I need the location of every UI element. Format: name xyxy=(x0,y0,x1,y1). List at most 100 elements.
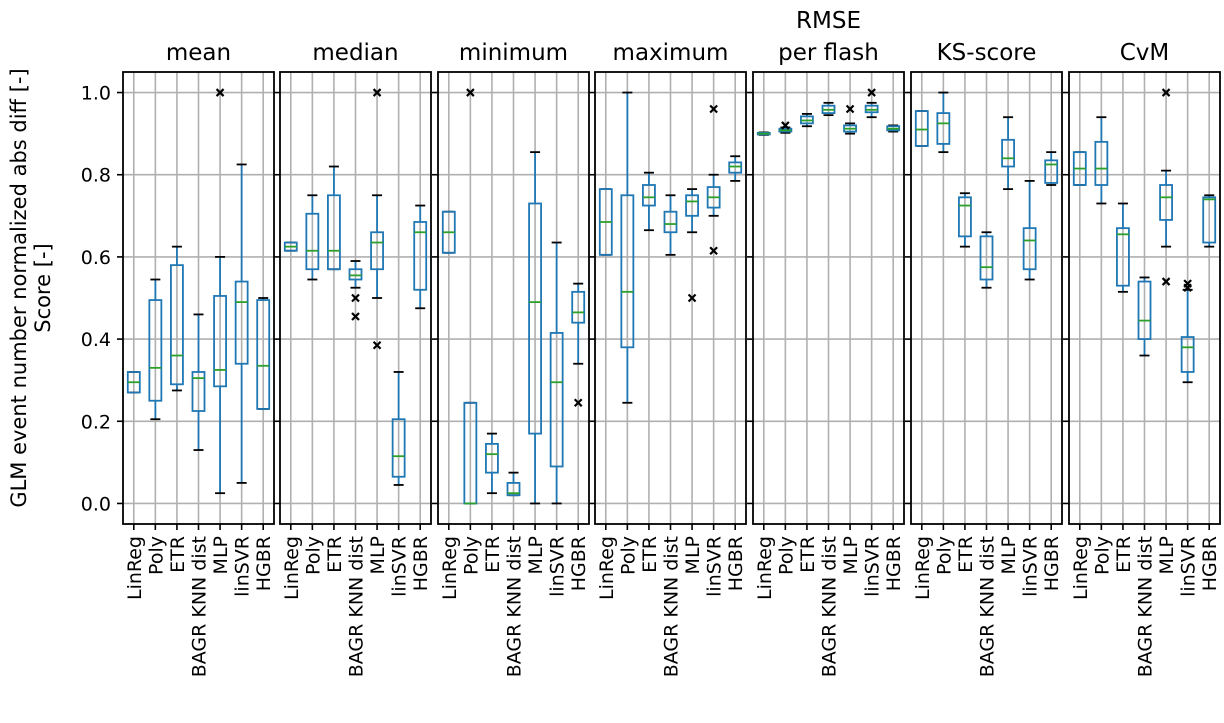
x-tick-label: MLP xyxy=(682,536,704,574)
box-linreg xyxy=(1072,151,1087,186)
x-tick-label: ETR xyxy=(167,536,189,573)
flier-point xyxy=(351,312,360,321)
y-tick-label: 0.8 xyxy=(81,165,111,187)
x-tick-label: HGBR xyxy=(568,536,590,591)
box-iqr xyxy=(979,235,994,281)
box-poly xyxy=(620,91,635,404)
box-etr xyxy=(1116,202,1130,293)
x-tick-label: HGBR xyxy=(883,536,905,591)
x-tick-label: BAGR KNN dist xyxy=(819,536,841,677)
box-iqr xyxy=(728,161,743,174)
box-hgbr xyxy=(256,297,271,410)
box-iqr xyxy=(571,290,586,324)
box-iqr xyxy=(1159,184,1173,221)
x-tick-label: linSVR xyxy=(232,536,254,597)
x-tick-label: MLP xyxy=(840,536,862,574)
x-tick-label: Poly xyxy=(617,536,639,575)
box-iqr xyxy=(642,184,656,207)
panel-title: minimum xyxy=(459,40,568,66)
panel-minimum: LinReg Poly ETR BAGR KNN dist MLP linSVR HGBR m… xyxy=(432,40,590,677)
box-iqr xyxy=(370,231,384,271)
x-tick-label: LinReg xyxy=(596,536,618,600)
box-iqr xyxy=(213,295,227,388)
flier-point xyxy=(372,340,382,350)
box-poly xyxy=(148,278,163,421)
panel-title: maximum xyxy=(613,40,729,66)
box-etr xyxy=(170,245,184,392)
box-iqr xyxy=(413,221,428,291)
x-tick-label: HGBR xyxy=(725,536,747,591)
y-tick-label: 0.0 xyxy=(81,493,111,515)
x-tick-label: linSVR xyxy=(862,536,884,597)
box-bagr-knn-dist xyxy=(663,194,678,256)
x-tick-label: HGBR xyxy=(410,536,432,591)
box-iqr xyxy=(528,202,542,435)
box-iqr xyxy=(1094,140,1109,186)
x-tick-label: MLP xyxy=(210,536,232,574)
y-axis-label-secondary: Score [-] xyxy=(31,243,55,332)
flier-point xyxy=(781,121,790,130)
panel-title: mean xyxy=(166,40,231,66)
x-tick-label: MLP xyxy=(998,536,1020,574)
y-tick-label: 1.0 xyxy=(81,83,111,105)
box-iqr xyxy=(348,268,363,281)
box-bagr-knn-dist xyxy=(821,101,836,117)
x-tick-label: LinReg xyxy=(124,536,146,600)
panel-maximum: LinReg Poly ETR BAGR KNN dist MLP linSVR HGBR m… xyxy=(589,40,747,677)
flier-point xyxy=(215,88,225,97)
box-linsvr xyxy=(391,371,406,486)
box-iqr xyxy=(1044,159,1059,184)
x-tick-label: BAGR KNN dist xyxy=(189,536,211,677)
box-poly xyxy=(778,121,793,134)
box-mlp xyxy=(213,88,227,495)
flier-point xyxy=(1161,88,1171,97)
x-tick-label: MLP xyxy=(1156,536,1178,574)
box-linsvr xyxy=(706,104,721,256)
box-linreg xyxy=(914,110,929,147)
box-iqr xyxy=(391,418,406,478)
box-iqr xyxy=(1180,336,1195,373)
box-iqr xyxy=(234,280,249,365)
x-tick-label: ETR xyxy=(482,536,504,573)
box-bagr-knn-dist xyxy=(979,231,994,289)
box-mlp xyxy=(370,88,384,350)
flier-point xyxy=(709,104,718,114)
box-iqr xyxy=(685,194,699,217)
box-poly xyxy=(305,194,320,281)
box-iqr xyxy=(506,482,521,497)
x-tick-label: LinReg xyxy=(1070,536,1092,600)
box-mlp xyxy=(1001,116,1015,191)
x-tick-label: BAGR KNN dist xyxy=(661,536,683,677)
box-poly xyxy=(1094,116,1109,205)
panel-mean: 0.0 0.2 0.4 0.6 0.8 1.0 LinReg Poly ETR BAGR KNN … xyxy=(81,40,275,677)
box-linreg xyxy=(756,131,771,136)
y-tick-label: 0.4 xyxy=(81,329,111,351)
box-iqr xyxy=(549,332,564,468)
panel-median: LinReg Poly ETR BAGR KNN dist MLP linSVR HGBR m… xyxy=(274,40,432,677)
box-mlp xyxy=(1159,88,1173,286)
box-iqr xyxy=(620,194,635,349)
box-linreg xyxy=(441,210,456,254)
flier-point xyxy=(1161,277,1171,286)
x-tick-label: HGBR xyxy=(1199,536,1221,591)
box-linreg xyxy=(598,188,613,256)
box-iqr xyxy=(191,371,206,412)
box-iqr xyxy=(914,110,929,147)
box-iqr xyxy=(485,442,499,474)
x-tick-label: BAGR KNN dist xyxy=(1135,536,1157,677)
box-hgbr xyxy=(1044,151,1059,186)
x-tick-label: ETR xyxy=(639,536,661,573)
x-tick-label: ETR xyxy=(797,536,819,573)
box-hgbr xyxy=(1202,194,1217,248)
x-tick-label: MLP xyxy=(367,536,389,574)
box-bagr-knn-dist xyxy=(348,260,363,321)
panel-cvm: LinReg Poly ETR BAGR KNN dist MLP linSVR HGBR C… xyxy=(1063,40,1221,677)
box-linsvr xyxy=(234,163,249,484)
x-tick-label: Poly xyxy=(145,536,167,575)
panel-ks-score: LinReg Poly ETR BAGR KNN dist MLP linSVR HGBR K… xyxy=(905,40,1063,677)
box-poly xyxy=(463,88,478,505)
x-tick-label: Poly xyxy=(460,536,482,575)
x-tick-label: Poly xyxy=(775,536,797,575)
